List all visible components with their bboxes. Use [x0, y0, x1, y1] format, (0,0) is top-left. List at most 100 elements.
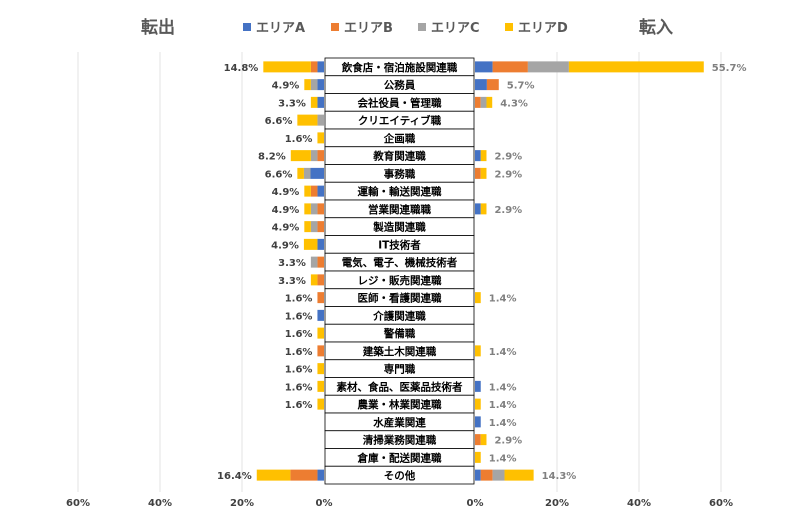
bar-out-23-0: [317, 469, 324, 481]
bar-out-9-3: [304, 221, 311, 233]
tick-right-3: 60%: [709, 498, 733, 509]
category-label-15: 警備職: [383, 327, 416, 340]
value-in-0: 55.7%: [712, 63, 747, 74]
bar-out-7-3: [304, 185, 311, 197]
gridlines: [77, 52, 722, 492]
tick-left-0: 60%: [66, 498, 90, 509]
value-out-9: 4.9%: [272, 223, 300, 234]
value-out-3: 6.6%: [265, 116, 293, 127]
value-in-21: 2.9%: [494, 436, 522, 447]
tick-left-1: 40%: [148, 498, 172, 509]
bar-in-13-3: [475, 292, 481, 304]
bar-in-5-3: [480, 150, 487, 162]
value-in-1: 5.7%: [507, 81, 535, 92]
value-out-7: 4.9%: [272, 187, 300, 198]
tick-right-1: 20%: [545, 498, 569, 509]
legend-swatch-3: [505, 23, 513, 31]
bar-out-2-3: [310, 96, 318, 108]
category-label-21: 清掃業務関連職: [363, 434, 437, 447]
bar-in-20-0: [475, 416, 481, 428]
tick-left-2: 20%: [230, 498, 254, 509]
value-out-17: 1.6%: [285, 365, 313, 376]
value-out-2: 3.3%: [278, 98, 306, 109]
category-label-19: 農業・林業関連職: [358, 398, 442, 411]
bar-in-8-0: [475, 203, 481, 215]
category-label-22: 倉庫・配送関連職: [357, 451, 442, 464]
value-in-19: 1.4%: [489, 400, 517, 411]
legend-label-1: エリアB: [344, 21, 393, 36]
right-title: 転入: [639, 17, 673, 38]
value-in-23: 14.3%: [542, 471, 577, 482]
value-in-16: 1.4%: [489, 347, 517, 358]
value-out-0: 14.8%: [224, 63, 259, 74]
bar-in-19-3: [475, 398, 481, 410]
bar-in-2-2: [480, 96, 487, 108]
bar-in-0-2: [527, 61, 569, 73]
tick-left-3: 0%: [316, 498, 333, 509]
category-label-8: 営業関連職職: [368, 203, 431, 216]
value-in-20: 1.4%: [489, 418, 517, 429]
bar-in-16-3: [475, 345, 481, 357]
value-out-19: 1.6%: [285, 400, 313, 411]
bar-out-11-2: [310, 256, 318, 268]
bar-out-5-2: [310, 150, 318, 162]
category-label-20: 水産業関連: [372, 416, 426, 429]
bar-out-3-3: [297, 114, 318, 126]
axis-ticks: 60% 40% 20% 0% 0% 20% 40% 60%: [66, 498, 733, 509]
bar-out-1-3: [304, 79, 311, 91]
bar-in-23-3: [504, 469, 534, 481]
bar-out-11-1: [317, 256, 324, 268]
bar-in-1-1: [486, 79, 499, 91]
bar-in-2-3: [486, 96, 493, 108]
legend-swatch-2: [418, 23, 426, 31]
value-out-10: 4.9%: [271, 240, 299, 251]
bar-in-6-1: [475, 167, 481, 179]
category-label-12: レジ・販売関連職: [358, 274, 442, 287]
bars: [256, 61, 704, 481]
bar-in-21-1: [475, 434, 481, 446]
bar-out-13-1: [317, 292, 324, 304]
bar-out-3-2: [317, 114, 324, 126]
left-title: 転出: [141, 17, 175, 38]
value-in-2: 4.3%: [500, 98, 528, 109]
legend-swatch-1: [331, 23, 339, 31]
bar-in-8-3: [480, 203, 487, 215]
bar-out-8-1: [317, 203, 324, 215]
bar-out-2-0: [317, 96, 324, 108]
bar-in-23-1: [480, 469, 493, 481]
value-out-14: 1.6%: [285, 311, 313, 322]
bar-in-23-0: [475, 469, 481, 481]
category-box-23: [324, 465, 475, 485]
bar-out-17-3: [317, 363, 324, 375]
category-label-3: クリエイティブ職: [358, 114, 442, 127]
category-label-9: 製造関連職: [372, 221, 426, 234]
category-label-11: 電気、電子、機械技術者: [342, 256, 458, 269]
bar-in-21-3: [480, 434, 487, 446]
bar-out-9-1: [317, 221, 324, 233]
value-out-18: 1.6%: [285, 382, 313, 393]
value-in-22: 1.4%: [489, 453, 517, 464]
value-labels: 14.8% 55.7% 4.9% 5.7% 3.3% 4.3% 6.6% 1.6% 8.2% 2.…: [217, 63, 746, 482]
category-label-0: 飲食店・宿泊施設関連職: [341, 61, 458, 74]
bar-in-2-1: [475, 96, 481, 108]
value-out-16: 1.6%: [285, 347, 313, 358]
bar-out-12-1: [317, 274, 324, 286]
category-label-1: 公務員: [384, 79, 416, 92]
category-label-18: 素材、食品、医薬品技術者: [336, 380, 463, 393]
bar-in-18-0: [475, 380, 481, 392]
bar-out-1-2: [310, 79, 318, 91]
category-labels: 飲食店・宿泊施設関連職公務員会社役員・管理職クリエイティブ職企画職教育関連職事務…: [324, 57, 475, 485]
value-in-6: 2.9%: [494, 169, 522, 180]
bar-in-22-3: [475, 451, 481, 463]
bar-out-7-0: [317, 185, 324, 197]
category-label-4: 企画職: [383, 132, 416, 145]
category-label-2: 会社役員・管理職: [358, 96, 442, 109]
bar-out-0-0: [317, 61, 324, 73]
bar-out-0-1: [310, 61, 318, 73]
tick-right-0: 0%: [467, 498, 484, 509]
bar-out-16-1: [317, 345, 324, 357]
bar-out-10-0: [317, 238, 324, 250]
bar-in-6-3: [480, 167, 487, 179]
bar-out-12-3: [310, 274, 318, 286]
